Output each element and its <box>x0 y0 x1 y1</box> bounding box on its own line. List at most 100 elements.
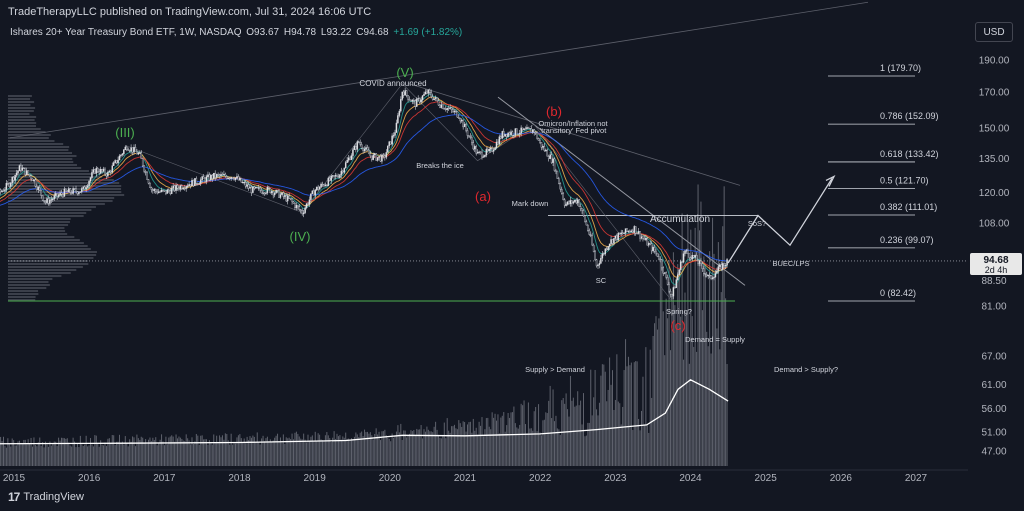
candle-body <box>322 184 323 185</box>
candle-body <box>248 185 249 189</box>
tradingview-logo-icon: 17 <box>8 490 19 504</box>
price-tick-label: 88.50 <box>981 276 1006 287</box>
wave-label: (a) <box>475 189 491 204</box>
candle-body <box>365 147 366 149</box>
candle-body <box>115 160 116 162</box>
volume-profile-bar <box>8 263 88 265</box>
candle-body <box>197 183 198 184</box>
chart-annotation: SC <box>596 276 607 285</box>
volume-bar <box>329 438 330 466</box>
volume-bar <box>664 355 665 466</box>
candle-body <box>658 257 659 259</box>
candle-body <box>147 172 148 179</box>
volume-bar <box>332 438 333 466</box>
volume-bar <box>115 445 116 466</box>
candle-body <box>328 178 329 186</box>
volume-annotation: Demand = Supply <box>685 335 745 344</box>
volume-bar <box>705 264 706 466</box>
volume-bar <box>331 442 332 466</box>
candle-body <box>708 275 709 276</box>
candle-body <box>331 176 332 181</box>
candle-body <box>287 196 288 201</box>
candle-body <box>611 239 612 243</box>
candle-body <box>128 150 129 151</box>
candle-body <box>281 193 282 195</box>
volume-bar <box>163 441 164 466</box>
candle-body <box>234 179 235 180</box>
volume-bar <box>439 438 440 466</box>
volume-bar <box>592 415 593 466</box>
volume-bar <box>589 423 590 466</box>
volume-bar <box>660 262 661 466</box>
candle-body <box>292 199 293 202</box>
volume-bar <box>392 434 393 466</box>
candle-body <box>335 175 336 176</box>
volume-bar <box>460 423 461 466</box>
price-tick-label: 108.00 <box>979 218 1010 229</box>
volume-bar <box>77 444 78 466</box>
candle-body <box>94 170 95 174</box>
time-tick-label: 2015 <box>3 473 26 484</box>
candle-body <box>332 176 333 177</box>
candle-body <box>625 229 626 234</box>
currency-button[interactable]: USD <box>975 22 1013 42</box>
candle-body <box>344 168 345 172</box>
candle-body <box>16 173 17 175</box>
candle-body <box>392 136 393 144</box>
volume-bar <box>476 428 477 466</box>
price-axis[interactable]: 210.00190.00170.00150.00135.00120.00108.… <box>968 14 1024 484</box>
volume-bar <box>645 347 646 466</box>
volume-bar <box>239 434 240 466</box>
volume-bar <box>78 447 79 466</box>
symbol-legend[interactable]: Ishares 20+ Year Treasury Bond ETF, 1W, … <box>10 27 464 38</box>
candle-body <box>586 222 587 225</box>
volume-bar <box>326 432 327 466</box>
volume-profile-bar <box>8 113 29 115</box>
candle-body <box>191 180 192 186</box>
candle-body <box>142 159 143 166</box>
candle-body <box>273 191 274 195</box>
volume-bar <box>595 370 596 466</box>
candle-body <box>296 205 297 208</box>
candle-body <box>394 133 395 136</box>
volume-profile-bar <box>8 146 69 148</box>
candle-body <box>435 98 436 99</box>
candle-body <box>294 203 295 208</box>
candle-body <box>7 183 8 184</box>
candle-body <box>641 237 642 239</box>
volume-bar <box>296 432 297 466</box>
time-tick-label: 2025 <box>755 473 778 484</box>
volume-bar <box>200 436 201 466</box>
fib-level-label: 0.382 (111.01) <box>880 202 937 212</box>
candle-body <box>574 200 575 201</box>
candle-body <box>107 172 108 176</box>
candle-body <box>413 100 414 101</box>
time-axis[interactable]: 2015 2016 2017 2018 2019 2020 2021 2022 2023 2024… <box>0 470 968 484</box>
candle-body <box>71 193 72 194</box>
candle-body <box>122 154 123 155</box>
time-tick-label: 2027 <box>905 473 928 484</box>
volume-bar <box>487 418 488 466</box>
volume-bar <box>264 441 265 466</box>
candle-body <box>350 158 351 160</box>
candle-body <box>249 187 250 188</box>
volume-bar <box>695 228 696 466</box>
candle-body <box>99 172 100 173</box>
candle-body <box>386 152 387 157</box>
candle-body <box>173 186 174 188</box>
candle-body <box>698 260 699 263</box>
volume-bar <box>91 444 92 466</box>
volume-profile-bar <box>8 98 30 100</box>
volume-bar <box>470 422 471 466</box>
candle-body <box>351 156 352 160</box>
volume-bar <box>202 435 203 466</box>
volume-bar <box>167 444 168 466</box>
chart-annotation: Accumulation <box>650 214 710 225</box>
candle-body <box>289 196 290 199</box>
candle-body <box>487 149 488 150</box>
volume-bar <box>483 436 484 466</box>
volume-bar <box>574 407 575 466</box>
candle-body <box>293 202 294 204</box>
tradingview-branding[interactable]: 17 TradingView <box>8 490 84 504</box>
volume-bar <box>466 432 467 466</box>
